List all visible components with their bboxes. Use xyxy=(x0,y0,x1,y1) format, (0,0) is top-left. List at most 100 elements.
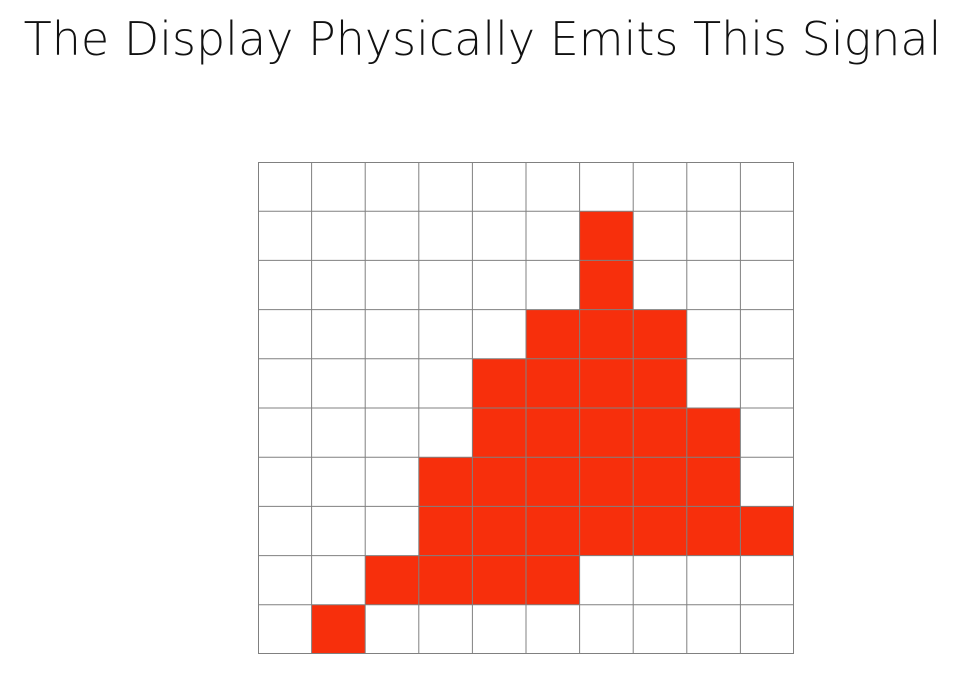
pixel-cell-dark xyxy=(258,358,312,408)
pixel-cell-dark xyxy=(311,555,366,605)
pixel-cell-dark xyxy=(740,309,794,359)
pixel-cell-dark xyxy=(258,604,312,654)
pixel-cell-lit xyxy=(365,555,419,605)
pixel-cell-dark xyxy=(365,260,419,310)
pixel-cell-lit xyxy=(418,457,473,507)
pixel-cell-dark xyxy=(740,555,794,605)
pixel-cell-lit xyxy=(472,506,526,556)
pixel-cell-dark xyxy=(633,260,687,310)
pixel-cell-dark xyxy=(526,604,580,654)
pixel-cell-dark xyxy=(579,162,634,212)
pixel-cell-lit xyxy=(579,358,634,408)
pixel-cell-dark xyxy=(633,211,687,261)
pixel-cell-lit xyxy=(579,506,634,556)
pixel-cell-dark xyxy=(311,506,366,556)
pixel-cell-lit xyxy=(472,358,526,408)
pixel-cell-dark xyxy=(472,162,526,212)
pixel-cell-lit xyxy=(311,604,366,654)
pixel-cell-dark xyxy=(686,260,741,310)
pixel-cell-lit xyxy=(740,506,794,556)
pixel-cell-dark xyxy=(311,309,366,359)
pixel-cell-dark xyxy=(418,408,473,458)
pixel-cell-dark xyxy=(686,555,741,605)
pixel-cell-lit xyxy=(526,457,580,507)
pixel-cell-dark xyxy=(365,408,419,458)
pixel-cell-lit xyxy=(526,555,580,605)
pixel-cell-dark xyxy=(740,162,794,212)
pixel-cell-dark xyxy=(418,211,473,261)
pixel-cell-dark xyxy=(633,555,687,605)
pixel-cell-dark xyxy=(472,260,526,310)
pixel-cell-dark xyxy=(740,604,794,654)
pixel-cell-dark xyxy=(258,211,312,261)
pixel-cell-dark xyxy=(633,162,687,212)
pixel-cell-dark xyxy=(526,162,580,212)
pixel-cell-dark xyxy=(740,211,794,261)
pixel-cell-dark xyxy=(258,260,312,310)
pixel-cell-dark xyxy=(311,358,366,408)
pixel-cell-dark xyxy=(258,408,312,458)
pixel-cell-dark xyxy=(686,162,741,212)
pixel-cell-lit xyxy=(633,408,687,458)
pixel-cell-dark xyxy=(740,260,794,310)
pixel-cell-dark xyxy=(526,260,580,310)
pixel-cell-dark xyxy=(365,309,419,359)
pixel-cell-dark xyxy=(311,408,366,458)
pixel-cell-dark xyxy=(365,162,419,212)
pixel-cell-lit xyxy=(579,260,634,310)
pixel-cell-dark xyxy=(365,358,419,408)
pixel-cell-dark xyxy=(418,260,473,310)
pixel-cell-dark xyxy=(258,457,312,507)
pixel-cell-dark xyxy=(258,506,312,556)
pixel-cell-lit xyxy=(526,309,580,359)
pixel-cell-dark xyxy=(579,555,634,605)
pixel-cell-dark xyxy=(740,358,794,408)
pixel-cell-dark xyxy=(311,162,366,212)
pixel-cell-dark xyxy=(311,260,366,310)
pixel-cell-dark xyxy=(258,162,312,212)
pixel-cell-dark xyxy=(418,358,473,408)
pixel-cell-dark xyxy=(258,555,312,605)
pixel-cell-dark xyxy=(365,604,419,654)
pixel-cell-lit xyxy=(472,555,526,605)
pixel-cell-lit xyxy=(579,309,634,359)
pixel-cell-lit xyxy=(633,358,687,408)
pixel-cell-dark xyxy=(472,211,526,261)
pixel-cell-dark xyxy=(472,309,526,359)
pixel-cell-dark xyxy=(418,309,473,359)
pixel-cell-lit xyxy=(472,457,526,507)
pixel-cell-lit xyxy=(633,457,687,507)
pixel-cell-dark xyxy=(365,457,419,507)
pixel-grid-canvas xyxy=(258,162,794,654)
pixel-cell-lit xyxy=(686,408,741,458)
pixel-cell-dark xyxy=(526,211,580,261)
pixel-cell-dark xyxy=(686,604,741,654)
pixel-cell-lit xyxy=(579,457,634,507)
pixel-cell-lit xyxy=(579,408,634,458)
pixel-cell-lit xyxy=(686,457,741,507)
pixel-cell-lit xyxy=(579,211,634,261)
pixel-grid xyxy=(258,162,794,654)
pixel-cell-dark xyxy=(633,604,687,654)
pixel-cell-dark xyxy=(365,506,419,556)
pixel-cell-dark xyxy=(740,408,794,458)
pixel-cell-dark xyxy=(418,162,473,212)
pixel-cell-dark xyxy=(579,604,634,654)
pixel-cell-lit xyxy=(418,506,473,556)
pixel-cell-lit xyxy=(526,408,580,458)
pixel-cell-lit xyxy=(686,506,741,556)
pixel-cell-lit xyxy=(472,408,526,458)
pixel-cell-dark xyxy=(365,211,419,261)
pixel-cell-lit xyxy=(526,358,580,408)
pixel-cell-lit xyxy=(633,506,687,556)
pixel-cell-dark xyxy=(311,457,366,507)
pixel-cell-dark xyxy=(418,604,473,654)
pixel-cell-dark xyxy=(258,309,312,359)
pixel-cell-dark xyxy=(686,309,741,359)
pixel-cell-lit xyxy=(526,506,580,556)
pixel-cell-lit xyxy=(633,309,687,359)
pixel-cell-lit xyxy=(418,555,473,605)
pixel-cell-dark xyxy=(740,457,794,507)
slide-title: The Display Physically Emits This Signal xyxy=(23,12,942,66)
pixel-cell-dark xyxy=(311,211,366,261)
